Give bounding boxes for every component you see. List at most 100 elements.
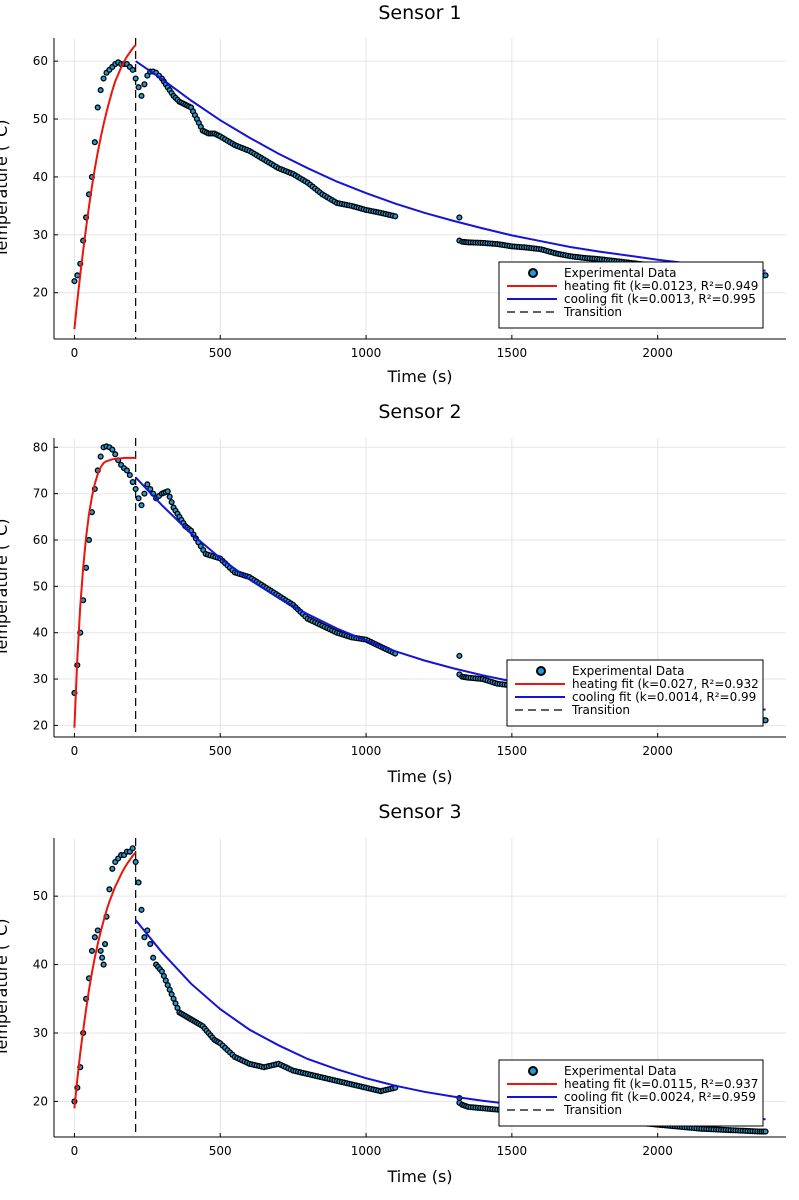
data-point: [132, 858, 139, 865]
x-tick-label: 0: [71, 1144, 79, 1158]
x-tick-label: 1000: [351, 744, 382, 758]
chart-title: Sensor 3: [378, 801, 461, 823]
legend-entry: Transition: [571, 703, 630, 717]
chart-title: Sensor 2: [378, 401, 461, 423]
chart-title: Sensor 1: [378, 2, 461, 24]
data-point: [91, 934, 98, 941]
legend-marker: [528, 1066, 538, 1076]
data-point: [138, 502, 145, 509]
data-point: [164, 488, 171, 495]
y-tick-label: 40: [33, 958, 48, 972]
legend-entry: cooling fit (k=0.0014, R²=0.99: [572, 690, 756, 704]
legend-entry: heating fit (k=0.027, R²=0.932: [572, 677, 759, 691]
y-axis-label: Temperature (°C): [0, 518, 11, 657]
data-point: [456, 214, 463, 221]
data-point: [88, 947, 95, 954]
x-tick-label: 1000: [351, 346, 382, 360]
plot-area: [71, 38, 769, 339]
x-tick-label: 0: [71, 346, 79, 360]
legend-marker: [536, 666, 546, 676]
x-tick-label: 0: [71, 744, 79, 758]
data-point: [135, 879, 142, 886]
y-axis-label: Temperature (°C): [0, 119, 11, 258]
data-point: [94, 104, 101, 111]
data-point: [109, 865, 116, 872]
y-tick-label: 80: [33, 440, 48, 454]
y-tick-label: 50: [33, 112, 48, 126]
y-tick-label: 70: [33, 487, 48, 501]
legend-entry: Transition: [563, 1103, 622, 1117]
data-point: [762, 272, 769, 279]
x-tick-label: 1500: [497, 346, 528, 360]
fit-line: [73, 851, 137, 1109]
data-point: [762, 717, 769, 724]
y-tick-label: 50: [33, 889, 48, 903]
data-point: [91, 139, 98, 146]
chart-panel-3: 0 500 1000 1500 2000 20 30 40 50 Sensor 3 Time (s)…: [0, 801, 786, 1186]
x-tick-label: 1000: [351, 1144, 382, 1158]
y-tick-label: 20: [33, 718, 48, 732]
x-tick-label: 2000: [642, 744, 673, 758]
data-point: [106, 886, 113, 893]
x-tick-label: 2000: [642, 1144, 673, 1158]
data-point: [83, 564, 90, 571]
data-point: [100, 961, 107, 968]
data-point: [141, 934, 148, 941]
x-tick-label: 2000: [642, 346, 673, 360]
x-axis-label: Time (s): [386, 1167, 452, 1186]
legend-entry: Experimental Data: [564, 1064, 677, 1078]
x-tick-label: 1500: [497, 744, 528, 758]
fit-line: [135, 60, 766, 272]
x-axis-label: Time (s): [386, 367, 452, 386]
fit-line: [73, 44, 137, 330]
x-tick-label: 1500: [497, 1144, 528, 1158]
data-point: [85, 536, 93, 544]
y-axis-label: Temperature (°C): [0, 918, 11, 1057]
y-tick-label: 60: [33, 533, 48, 547]
legend-entry: heating fit (k=0.0115, R²=0.937: [564, 1077, 758, 1091]
y-tick-label: 20: [33, 1094, 48, 1108]
legend-entry: Transition: [563, 305, 622, 319]
y-tick-label: 30: [33, 672, 48, 686]
data-point: [166, 493, 173, 500]
data-point: [97, 947, 104, 954]
data-point: [138, 906, 145, 913]
legend-box: [498, 261, 764, 329]
data-point: [132, 75, 139, 82]
data-point: [132, 485, 139, 493]
data-point: [109, 446, 116, 453]
x-tick-label: 500: [209, 346, 232, 360]
x-tick-label: 500: [209, 744, 232, 758]
y-tick-label: 60: [33, 54, 48, 68]
data-point: [100, 75, 107, 82]
legend-entry: cooling fit (k=0.0013, R²=0.995: [564, 292, 756, 306]
data-point: [147, 941, 154, 948]
data-point: [144, 481, 151, 488]
legend-box: [498, 1059, 764, 1127]
data-point: [456, 652, 463, 659]
data-point: [129, 845, 136, 852]
data-point: [71, 278, 78, 285]
data-point: [135, 84, 142, 91]
fit-line: [73, 456, 136, 728]
chart-panel-1: 0 500 1000 1500 2000 20 30 40 50 60 Sensor 1 Time (…: [0, 2, 786, 386]
data-point: [101, 941, 109, 948]
data-point: [135, 495, 142, 502]
legend-box: [506, 659, 764, 727]
data-point: [150, 954, 157, 961]
y-tick-label: 30: [33, 228, 48, 242]
data-point: [97, 453, 104, 460]
data-point: [138, 92, 145, 99]
chart-panel-2: 0 500 1000 1500 2000 20 30 40 50 60 70 80 Sensor 2 Ti…: [0, 401, 786, 786]
data-point: [144, 72, 151, 79]
data-point: [129, 478, 136, 486]
x-axis-label: Time (s): [386, 767, 452, 786]
data-point: [112, 451, 119, 458]
y-tick-label: 20: [33, 286, 48, 300]
data-point: [94, 927, 101, 934]
y-tick-label: 40: [33, 626, 48, 640]
